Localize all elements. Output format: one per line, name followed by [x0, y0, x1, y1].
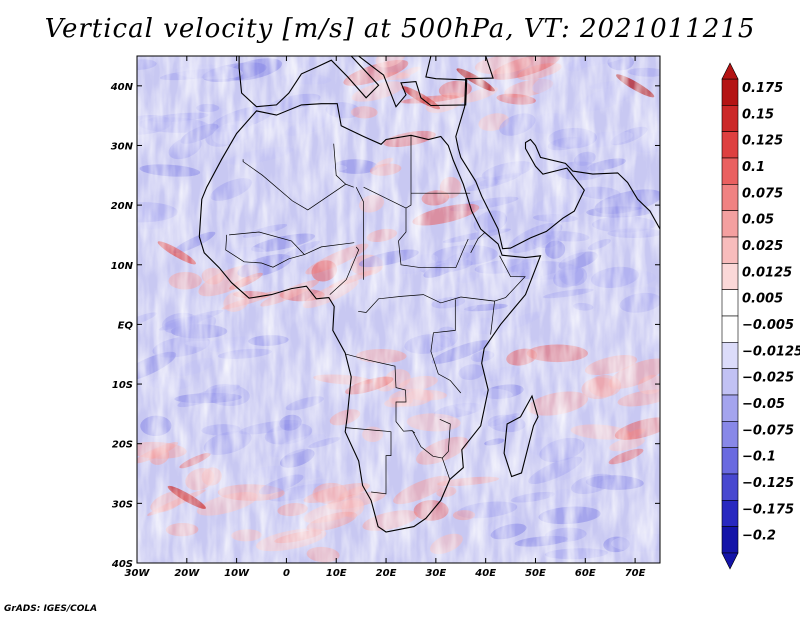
- lon-tick-label: 70E: [625, 568, 646, 579]
- colorbar-box: [721, 526, 739, 554]
- colorbar: 0.175 0.15 0.125 0.1 0.075 0.05 0.025 0.0125 0.0…: [721, 62, 800, 570]
- colorbar-label: 0.005: [742, 292, 783, 307]
- colorbar-label: −0.175: [742, 502, 794, 517]
- country-border: [494, 255, 526, 302]
- country-border: [358, 294, 461, 313]
- chart-title: Vertical velocity [m/s] at 500hPa, VT: 2…: [44, 14, 756, 44]
- country-border: [329, 246, 360, 295]
- country-border: [398, 135, 412, 242]
- lon-tick-label: 30W: [125, 568, 151, 579]
- colorbar-label: 0.025: [742, 239, 783, 254]
- country-border: [333, 143, 346, 185]
- colorbar-label: −0.2: [742, 529, 776, 544]
- lon-tick-label: 40E: [474, 568, 496, 579]
- lat-tick-label: 40S: [111, 559, 133, 570]
- country-border: [225, 234, 355, 268]
- country-border: [363, 186, 407, 209]
- lon-tick-label: 50E: [525, 568, 546, 579]
- colorbar-label: 0.125: [742, 134, 783, 149]
- colorbar-box: [721, 184, 739, 211]
- lat-tick-label: 10S: [112, 380, 133, 391]
- country-border: [229, 231, 305, 255]
- colorbar-box: [721, 263, 739, 290]
- colorbar-label: 0.075: [742, 186, 783, 201]
- colorbar-box: [721, 131, 739, 159]
- lat-tick-label: 10N: [111, 261, 134, 272]
- country-border: [346, 353, 416, 434]
- lon-tick-label: 20E: [376, 568, 397, 579]
- colorbar-label: −0.0125: [742, 344, 800, 359]
- colorbar-label: 0.0125: [742, 265, 792, 280]
- country-border: [355, 187, 364, 280]
- lat-tick-label: 30N: [111, 141, 134, 152]
- plot-frame: [136, 55, 661, 564]
- country-border: [412, 430, 451, 480]
- colorbar-box: [721, 394, 739, 422]
- country-border: [470, 232, 485, 253]
- lon-tick-label: 30E: [425, 568, 446, 579]
- colorbar-label: 0.175: [742, 81, 783, 96]
- country-border: [398, 238, 469, 269]
- colorbar-box: [721, 289, 739, 317]
- colorbar-box: [721, 315, 739, 343]
- velocity-field: [137, 56, 660, 563]
- country-border: [439, 418, 451, 459]
- colorbar-box: [721, 157, 739, 185]
- colorbar-label: −0.05: [742, 397, 785, 412]
- lon-tick-label: 10E: [326, 568, 347, 579]
- country-borders: [225, 135, 526, 495]
- colorbar-box: [721, 473, 739, 501]
- colorbar-box: [721, 236, 739, 264]
- colorbar-label: −0.025: [742, 371, 794, 386]
- country-border: [345, 427, 392, 495]
- colorbar-label: −0.075: [742, 423, 794, 438]
- colorbar-bottom-arrow: [721, 552, 739, 570]
- colorbar-box: [721, 421, 739, 448]
- colorbar-box: [721, 342, 739, 369]
- colorbar-label: −0.125: [742, 476, 794, 491]
- colorbar-label: 0.15: [742, 107, 774, 122]
- lon-tick-label: 10W: [224, 568, 250, 579]
- lon-tick-label: 60E: [575, 568, 596, 579]
- axis-ticks: 30W 20W 10W 0 10E 20E 30E 40E 50E 60E 70E 40N 30N 20N…: [110, 56, 660, 579]
- credit-text: GrADS: IGES/COLA: [4, 604, 98, 614]
- lon-tick-label: 0: [283, 568, 290, 579]
- lat-tick-label: 40N: [110, 82, 134, 93]
- colorbar-box: [721, 500, 739, 527]
- lat-tick-label: 20N: [111, 201, 134, 212]
- colorbar-box: [721, 105, 739, 132]
- lon-tick-label: 20W: [174, 568, 200, 579]
- colorbar-top-arrow: [721, 62, 739, 80]
- colorbar-box: [721, 78, 739, 106]
- country-border: [430, 299, 462, 394]
- colorbar-box: [721, 447, 739, 475]
- colorbar-label: 0.05: [742, 213, 774, 228]
- colorbar-label: −0.005: [742, 318, 794, 333]
- colorbar-box: [721, 210, 739, 238]
- colorbar-box: [721, 368, 739, 396]
- lat-tick-label: EQ: [118, 320, 134, 331]
- colorbar-label: 0.1: [742, 160, 765, 175]
- lat-tick-label: 30S: [112, 499, 133, 510]
- lat-tick-label: 20S: [112, 440, 133, 451]
- colorbar-label: −0.1: [742, 450, 776, 465]
